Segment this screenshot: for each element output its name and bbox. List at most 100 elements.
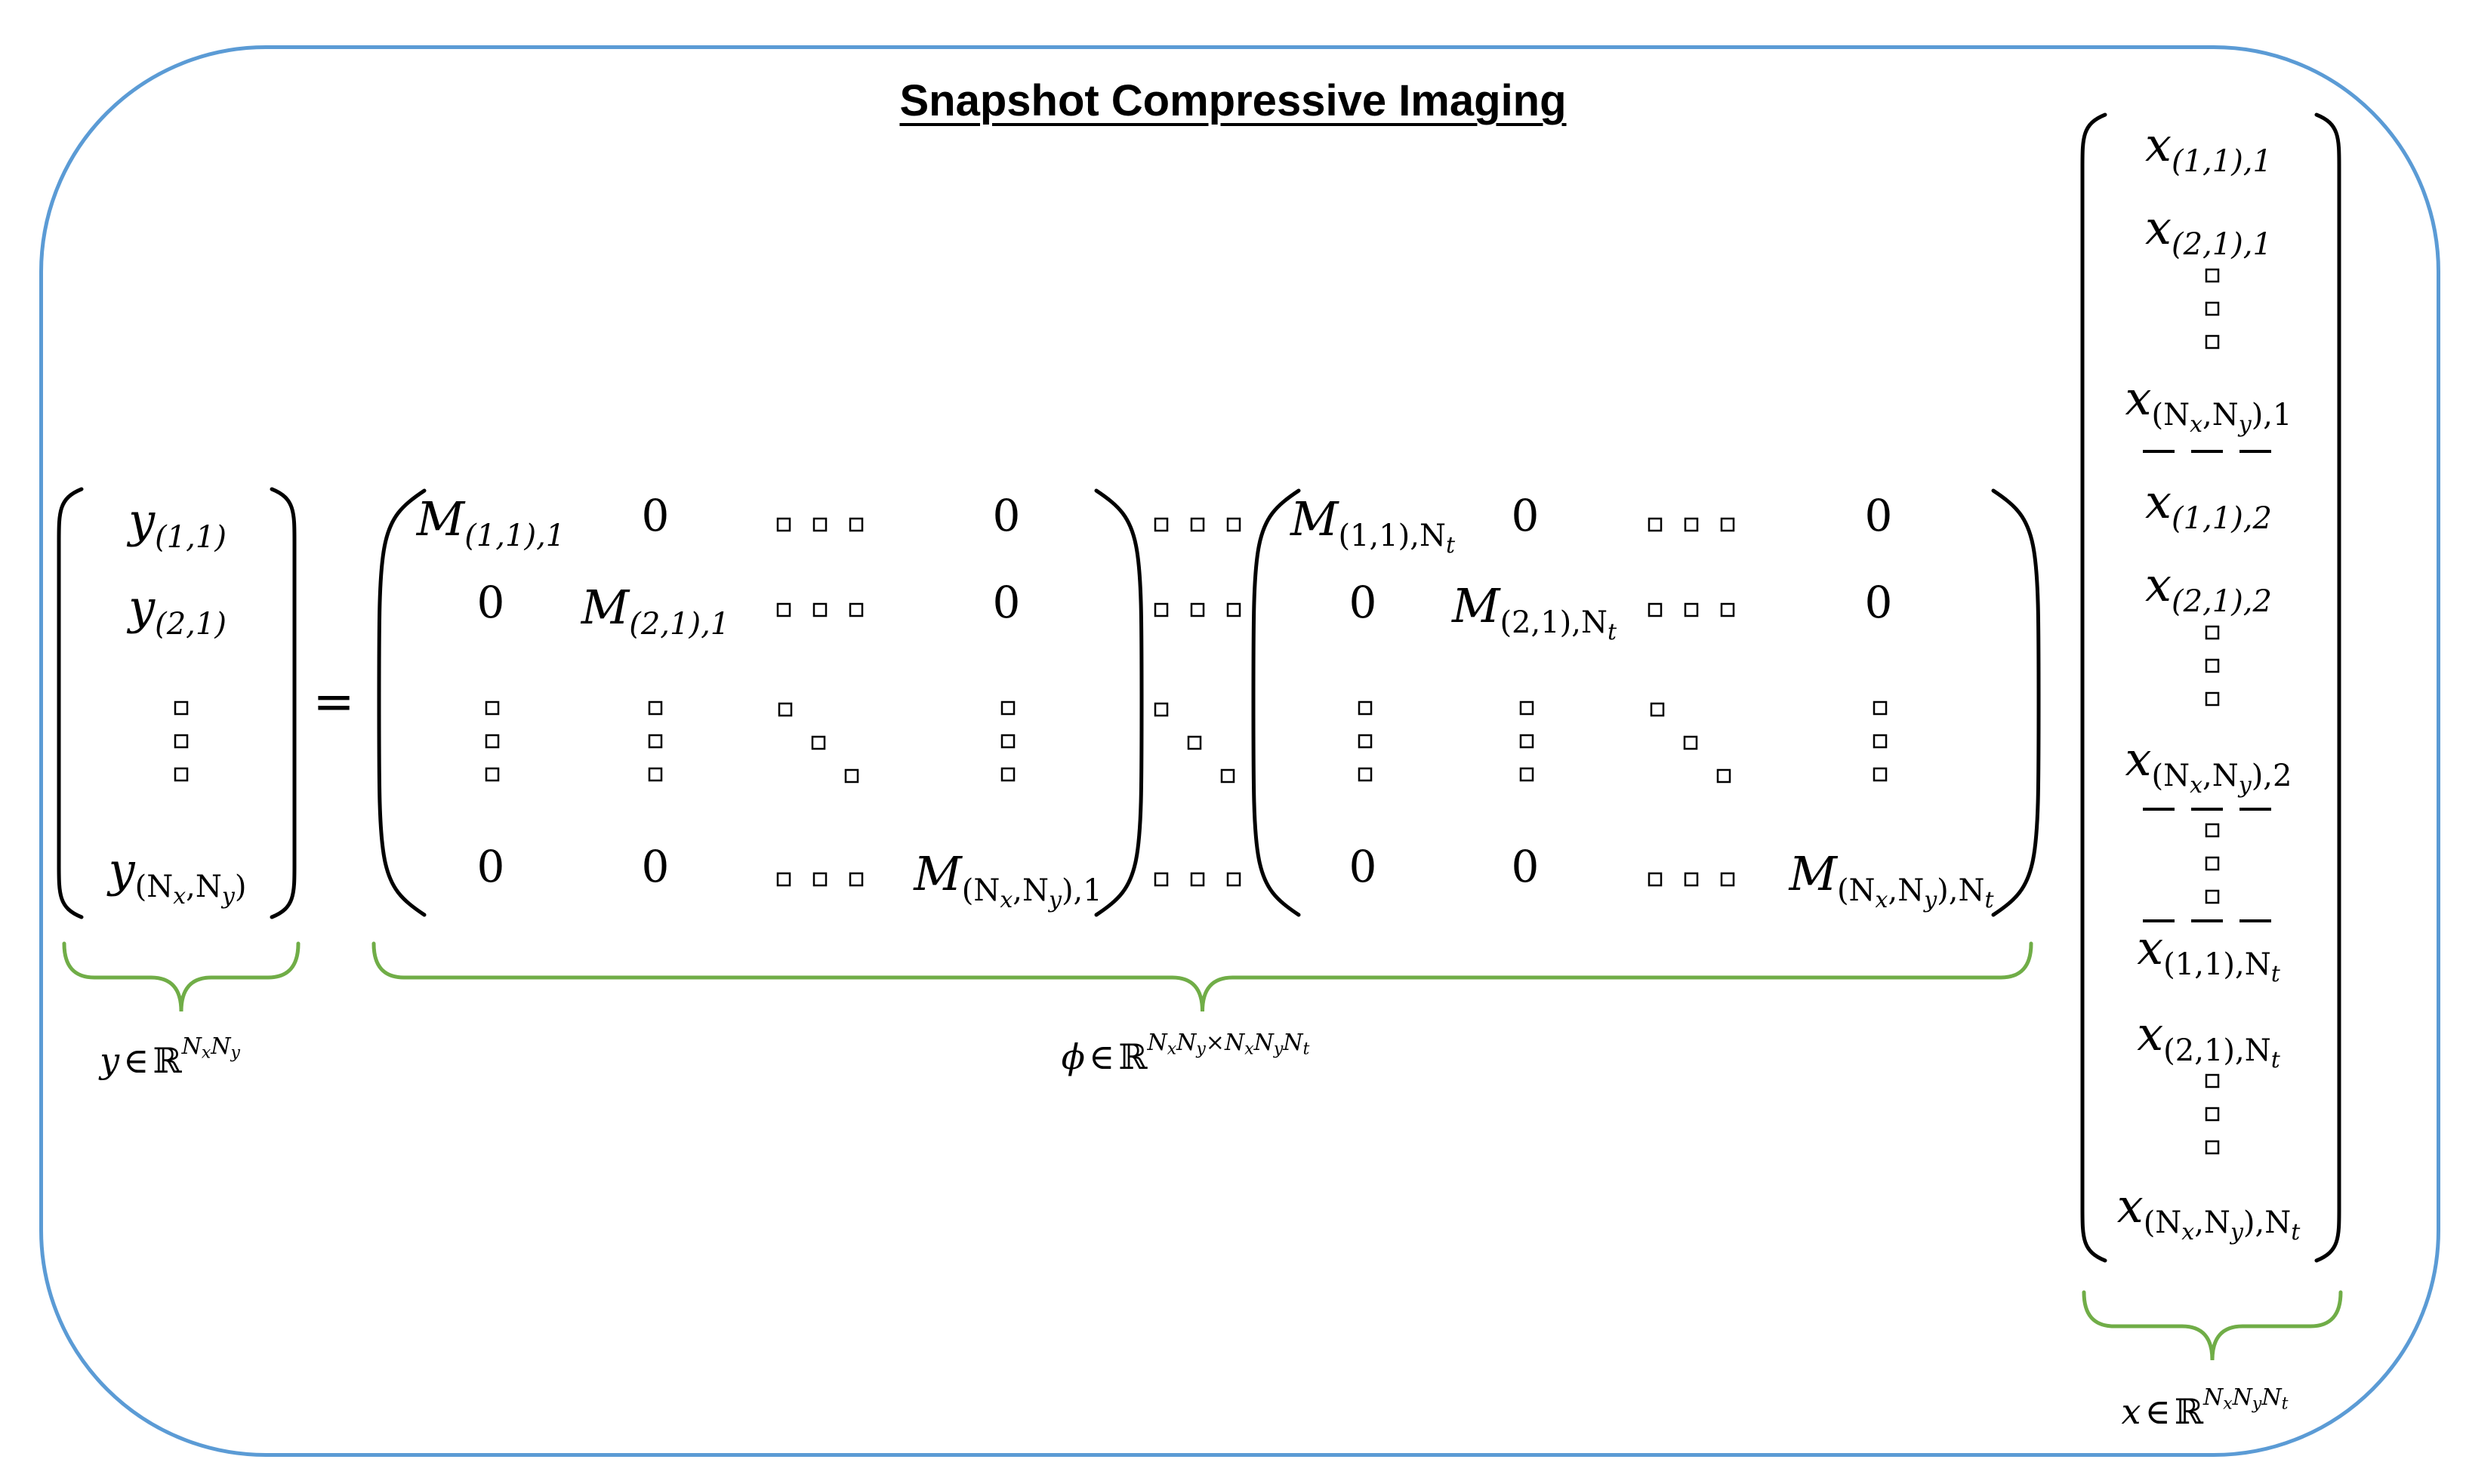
placeholder-square-icon <box>849 517 864 532</box>
placeholder-square-icon <box>1650 702 1665 717</box>
placeholder-square-icon <box>2205 1140 2220 1155</box>
placeholder-square-icon <box>1000 700 1016 716</box>
x-entry-8: x(2,1),Nt <box>2137 1006 2280 1073</box>
placeholder-square-icon <box>1519 700 1534 716</box>
placeholder-square-icon <box>1720 517 1735 532</box>
m-block2-22: M(2,1),Nt <box>1451 578 1617 645</box>
y-right-bracket <box>270 487 297 919</box>
x-entry-9: x(Nx,Ny),Nt <box>2116 1178 2301 1245</box>
m-block2-11: M(1,1),Nt <box>1290 491 1456 559</box>
placeholder-square-icon <box>2205 691 2220 707</box>
placeholder-square-icon <box>812 872 828 887</box>
x-entry-3: x(Nx,Ny),1 <box>2125 371 2292 438</box>
placeholder-square-icon <box>2205 823 2220 838</box>
placeholder-square-icon <box>1519 767 1534 782</box>
x-entry-6: x(Nx,Ny),2 <box>2125 731 2292 799</box>
placeholder-square-icon <box>648 734 663 749</box>
placeholder-square-icon <box>812 602 828 617</box>
y-entry-1: y(1,1) <box>128 493 227 555</box>
placeholder-square-icon <box>1358 700 1373 716</box>
y-entry-last: y(Nx,Ny) <box>108 842 247 910</box>
phi-space-label: ϕ ∈ ℝNxNy×NxNyNt <box>1061 1029 1310 1077</box>
placeholder-square-icon <box>1220 768 1235 784</box>
zero: 0 <box>476 577 505 628</box>
placeholder-square-icon <box>1684 602 1699 617</box>
placeholder-square-icon <box>1716 768 1731 784</box>
y-entry-2: y(2,1) <box>128 580 227 642</box>
x-space-label: x ∈ ℝNxNyNt <box>2121 1384 2289 1432</box>
placeholder-square-icon <box>1000 767 1016 782</box>
placeholder-square-icon <box>1154 517 1169 532</box>
placeholder-square-icon <box>1154 702 1169 717</box>
placeholder-square-icon <box>849 872 864 887</box>
m-block2-nn: M(Nx,Ny),Nt <box>1789 846 1994 913</box>
placeholder-square-icon <box>2205 856 2220 871</box>
block2-right-bracket <box>1991 488 2041 917</box>
placeholder-square-icon <box>1000 734 1016 749</box>
placeholder-square-icon <box>849 602 864 617</box>
x-entry-4: x(1,1),2 <box>2145 474 2272 536</box>
x-brace <box>2082 1290 2343 1361</box>
equals-sign: = <box>313 673 355 731</box>
placeholder-square-icon <box>2205 1107 2220 1122</box>
placeholder-square-icon <box>485 767 500 782</box>
zero: 0 <box>1511 490 1540 541</box>
placeholder-square-icon <box>1683 735 1698 750</box>
x-entry-1: x(1,1),1 <box>2145 117 2272 179</box>
placeholder-square-icon <box>648 767 663 782</box>
placeholder-square-icon <box>174 767 189 782</box>
placeholder-square-icon <box>1684 872 1699 887</box>
placeholder-square-icon <box>1226 602 1241 617</box>
placeholder-square-icon <box>2205 625 2220 640</box>
placeholder-square-icon <box>1720 602 1735 617</box>
zero: 0 <box>476 841 505 892</box>
placeholder-square-icon <box>811 735 826 750</box>
phi-brace <box>371 941 2033 1012</box>
placeholder-square-icon <box>1720 872 1735 887</box>
placeholder-square-icon <box>1226 517 1241 532</box>
placeholder-square-icon <box>1648 517 1663 532</box>
placeholder-square-icon <box>2205 1073 2220 1088</box>
placeholder-square-icon <box>776 872 791 887</box>
zero: 0 <box>992 577 1021 628</box>
placeholder-square-icon <box>1358 734 1373 749</box>
x-entry-2: x(2,1),1 <box>2145 200 2272 262</box>
placeholder-square-icon <box>485 734 500 749</box>
placeholder-square-icon <box>812 517 828 532</box>
placeholder-square-icon <box>1226 872 1241 887</box>
zero: 0 <box>1864 490 1893 541</box>
placeholder-square-icon <box>1873 734 1888 749</box>
zero: 0 <box>1864 577 1893 628</box>
placeholder-square-icon <box>1873 700 1888 716</box>
placeholder-square-icon <box>174 700 189 716</box>
placeholder-square-icon <box>485 700 500 716</box>
x-entry-7: x(1,1),Nt <box>2137 920 2280 987</box>
diagram-title: Snapshot Compressive Imaging <box>899 76 1567 125</box>
zero: 0 <box>1349 577 1377 628</box>
placeholder-square-icon <box>2205 658 2220 673</box>
placeholder-square-icon <box>1190 602 1205 617</box>
m-block1-nn: M(Nx,Ny),1 <box>914 846 1102 913</box>
placeholder-square-icon <box>1648 602 1663 617</box>
placeholder-square-icon <box>776 517 791 532</box>
block1-left-bracket <box>377 488 427 917</box>
rounded-frame <box>39 45 2440 1457</box>
block2-left-bracket <box>1251 488 1301 917</box>
placeholder-square-icon <box>648 700 663 716</box>
placeholder-square-icon <box>1873 767 1888 782</box>
y-space-label: y ∈ ℝNxNy <box>100 1033 240 1081</box>
placeholder-square-icon <box>1154 872 1169 887</box>
zero: 0 <box>1349 841 1377 892</box>
block1-right-bracket <box>1094 488 1144 917</box>
zero: 0 <box>641 490 670 541</box>
placeholder-square-icon <box>1190 517 1205 532</box>
placeholder-square-icon <box>776 602 791 617</box>
placeholder-square-icon <box>2205 334 2220 349</box>
placeholder-square-icon <box>2205 889 2220 904</box>
x-right-bracket <box>2314 112 2341 1263</box>
x-left-bracket <box>2080 112 2107 1263</box>
y-brace <box>62 941 301 1012</box>
m-block1-11: M(1,1),1 <box>416 491 566 553</box>
